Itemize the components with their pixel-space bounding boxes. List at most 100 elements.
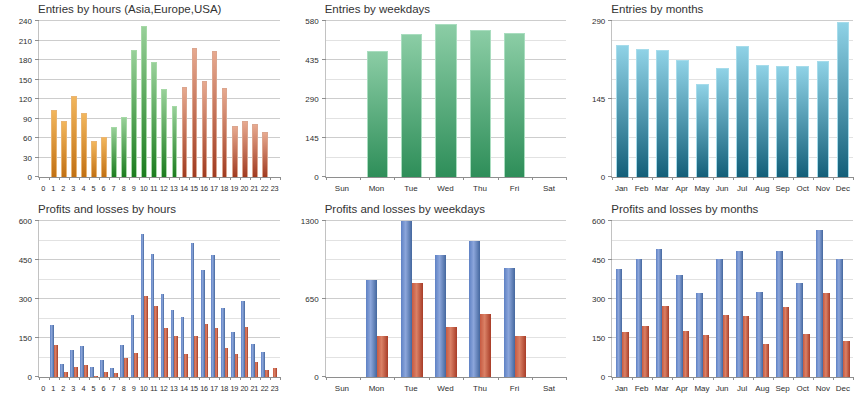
category-slot: [240, 221, 250, 377]
bar-profits-oct: [796, 283, 803, 377]
x-axis-label-thu: Thu: [463, 384, 498, 395]
category-slot: [270, 21, 280, 177]
bar-entries-jul: [736, 46, 749, 177]
x-axis-label-1: 1: [48, 384, 58, 395]
bar-losses-oct: [803, 334, 810, 377]
x-axis-tick-mark: [149, 177, 150, 180]
x-axis-label-aug: Aug: [752, 384, 772, 395]
x-axis-label-17: 17: [209, 184, 219, 195]
x-axis-tick-mark: [189, 377, 190, 380]
bars-layer: [612, 21, 853, 177]
bar-entries-2: [61, 121, 67, 177]
category-slot: [833, 221, 853, 377]
x-axis-label-jun: Jun: [712, 384, 732, 395]
x-axis-label-mar: Mar: [652, 384, 672, 395]
category-slot: [159, 21, 169, 177]
plot-area: 0145290: [611, 21, 853, 178]
x-axis-label-14: 14: [179, 384, 189, 395]
y-axis-tick-label: 60: [23, 134, 32, 143]
x-axis-tick-mark: [189, 177, 190, 180]
bar-entries-apr: [676, 60, 689, 177]
x-axis-tick-mark: [240, 377, 241, 380]
x-axis-label-23: 23: [269, 184, 279, 195]
x-axis-tick-mark: [773, 177, 774, 180]
x-axis-tick-mark: [250, 177, 251, 180]
category-slot: [260, 221, 270, 377]
category-slot: [394, 21, 428, 177]
x-axis-tick-mark: [149, 377, 150, 380]
bar-entries-aug: [756, 65, 769, 177]
bar-entries-jan: [616, 45, 629, 177]
x-axis-labels: SunMonTueWedThuFriSat: [325, 184, 567, 195]
x-axis-tick-mark: [833, 177, 834, 180]
bar-entries-9: [131, 50, 137, 177]
chart-title: Entries by weekdays: [325, 3, 430, 15]
x-axis-label-1: 1: [48, 184, 58, 195]
y-axis-tick-label: 150: [19, 334, 32, 343]
category-slot: [612, 221, 632, 377]
y-axis-tick-label: 145: [305, 134, 318, 143]
y-axis-tick-label: 290: [305, 95, 318, 104]
bar-profits-thu: [469, 241, 480, 377]
x-axis-label-apr: Apr: [672, 184, 692, 195]
x-axis-label-may: May: [692, 184, 712, 195]
category-slot: [99, 21, 109, 177]
x-axis-tick-mark: [119, 377, 120, 380]
plot-area: 0150300450600: [38, 221, 280, 378]
category-slot: [79, 21, 89, 177]
category-slot: [119, 221, 129, 377]
x-axis-tick-mark: [652, 177, 653, 180]
x-axis-label-23: 23: [269, 384, 279, 395]
x-axis-label-jan: Jan: [611, 184, 631, 195]
bar-losses-4: [84, 365, 88, 377]
x-axis-label-tue: Tue: [394, 384, 429, 395]
x-axis-tick-mark: [270, 177, 271, 180]
bar-entries-17: [212, 51, 218, 177]
category-slot: [69, 221, 79, 377]
category-slot: [326, 221, 360, 377]
bar-losses-8: [124, 358, 128, 378]
bar-profits-aug: [756, 292, 763, 377]
x-axis-tick-mark: [394, 177, 395, 180]
x-axis-label-wed: Wed: [428, 184, 463, 195]
charts-grid: Entries by hours (Asia,Europe,USA)030609…: [0, 0, 860, 400]
x-axis-label-apr: Apr: [672, 384, 692, 395]
y-axis-tick-label: 450: [592, 256, 605, 265]
x-axis-label-dec: Dec: [833, 384, 853, 395]
bar-entries-7: [111, 127, 117, 177]
chart-title: Profits and losses by weekdays: [325, 203, 485, 215]
x-axis-tick-mark: [159, 377, 160, 380]
category-slot: [394, 221, 428, 377]
bar-losses-7: [114, 373, 118, 377]
bar-entries-22: [262, 132, 268, 177]
chart-title: Entries by months: [611, 3, 703, 15]
category-slot: [230, 221, 240, 377]
x-axis-tick-mark: [612, 377, 613, 380]
x-axis-tick-mark: [99, 177, 100, 180]
bar-entries-13: [172, 106, 178, 177]
x-axis-label-0: 0: [38, 184, 48, 195]
x-axis-tick-mark: [270, 377, 271, 380]
x-axis-label-13: 13: [169, 384, 179, 395]
x-axis-tick-mark: [853, 377, 854, 380]
category-slot: [109, 21, 119, 177]
category-slot: [230, 21, 240, 177]
category-slot: [250, 21, 260, 177]
category-slot: [200, 221, 210, 377]
bar-losses-17: [215, 328, 219, 377]
bar-profits-tue: [401, 221, 412, 377]
bar-entries-4: [81, 113, 87, 177]
bar-losses-15: [194, 336, 198, 377]
category-slot: [793, 221, 813, 377]
bars-layer: [39, 21, 280, 177]
x-axis-tick-mark: [733, 177, 734, 180]
bar-losses-feb: [642, 326, 649, 377]
y-axis-tick-label: 0: [314, 173, 318, 182]
x-axis-tick-mark: [753, 377, 754, 380]
x-axis-label-20: 20: [239, 184, 249, 195]
x-axis-label-oct: Oct: [793, 184, 813, 195]
category-slot: [119, 21, 129, 177]
x-axis-label-16: 16: [199, 184, 209, 195]
category-slot: [139, 221, 149, 377]
chart-entries-by-hours-asia-europe-usa: Entries by hours (Asia,Europe,USA)030609…: [0, 0, 287, 200]
